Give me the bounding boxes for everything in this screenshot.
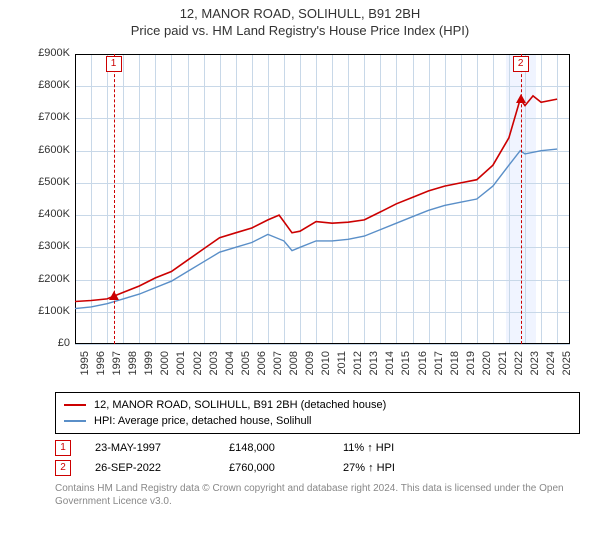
price-chart: £0£100K£200K£300K£400K£500K£600K£700K£80… <box>20 44 580 384</box>
x-axis-label: 2018 <box>449 351 461 381</box>
x-axis-label: 2015 <box>400 351 412 381</box>
x-axis-label: 2003 <box>208 351 220 381</box>
x-axis-label: 1998 <box>127 351 139 381</box>
transactions-table: 1 23-MAY-1997 £148,000 11% ↑ HPI 2 26-SEP-202… <box>55 438 580 478</box>
x-axis-label: 2008 <box>288 351 300 381</box>
x-axis-label: 2019 <box>465 351 477 381</box>
x-axis-label: 2022 <box>513 351 525 381</box>
legend-item: 12, MANOR ROAD, SOLIHULL, B91 2BH (detac… <box>64 397 571 413</box>
transaction-triangle-icon <box>516 94 526 103</box>
x-axis-label: 2012 <box>352 351 364 381</box>
x-axis-label: 2004 <box>224 351 236 381</box>
footnote: Contains HM Land Registry data © Crown c… <box>55 482 580 508</box>
x-axis-label: 2023 <box>529 351 541 381</box>
x-axis-label: 2007 <box>272 351 284 381</box>
x-axis-label: 2002 <box>192 351 204 381</box>
x-axis-label: 2024 <box>545 351 557 381</box>
x-axis-label: 2014 <box>384 351 396 381</box>
transaction-marker-line <box>114 54 115 344</box>
chart-legend: 12, MANOR ROAD, SOLIHULL, B91 2BH (detac… <box>55 392 580 434</box>
transaction-date: 26-SEP-2022 <box>95 462 205 474</box>
legend-label: HPI: Average price, detached house, Soli… <box>94 415 312 427</box>
transaction-triangle-icon <box>109 291 119 300</box>
x-axis-label: 2016 <box>417 351 429 381</box>
x-axis-label: 2020 <box>481 351 493 381</box>
x-axis-label: 2013 <box>368 351 380 381</box>
legend-item: HPI: Average price, detached house, Soli… <box>64 413 571 429</box>
transaction-price: £148,000 <box>229 442 319 454</box>
x-axis-label: 2010 <box>320 351 332 381</box>
page-subtitle: Price paid vs. HM Land Registry's House … <box>0 23 600 38</box>
x-axis-label: 2000 <box>159 351 171 381</box>
x-axis-label: 2009 <box>304 351 316 381</box>
x-axis-label: 2006 <box>256 351 268 381</box>
legend-swatch-icon <box>64 420 86 422</box>
legend-swatch-icon <box>64 404 86 406</box>
x-axis-label: 2021 <box>497 351 509 381</box>
x-axis-label: 1996 <box>95 351 107 381</box>
x-axis-label: 2001 <box>175 351 187 381</box>
plot-svg <box>20 44 575 349</box>
series-price_paid <box>75 96 557 302</box>
transaction-date: 23-MAY-1997 <box>95 442 205 454</box>
transaction-badge: 2 <box>55 460 71 476</box>
transaction-marker-badge: 2 <box>513 56 529 72</box>
x-axis-label: 2005 <box>240 351 252 381</box>
transaction-row: 1 23-MAY-1997 £148,000 11% ↑ HPI <box>55 438 580 458</box>
x-axis-label: 1995 <box>79 351 91 381</box>
transaction-price: £760,000 <box>229 462 319 474</box>
legend-label: 12, MANOR ROAD, SOLIHULL, B91 2BH (detac… <box>94 399 386 411</box>
x-axis-label: 2025 <box>561 351 573 381</box>
x-axis-label: 1999 <box>143 351 155 381</box>
transaction-diff: 27% ↑ HPI <box>343 462 395 474</box>
transaction-badge: 1 <box>55 440 71 456</box>
x-axis-label: 1997 <box>111 351 123 381</box>
transaction-diff: 11% ↑ HPI <box>343 442 394 454</box>
page-title: 12, MANOR ROAD, SOLIHULL, B91 2BH <box>0 6 600 21</box>
x-axis-label: 2017 <box>433 351 445 381</box>
x-axis-label: 2011 <box>336 351 348 381</box>
transaction-row: 2 26-SEP-2022 £760,000 27% ↑ HPI <box>55 458 580 478</box>
transaction-marker-badge: 1 <box>106 56 122 72</box>
